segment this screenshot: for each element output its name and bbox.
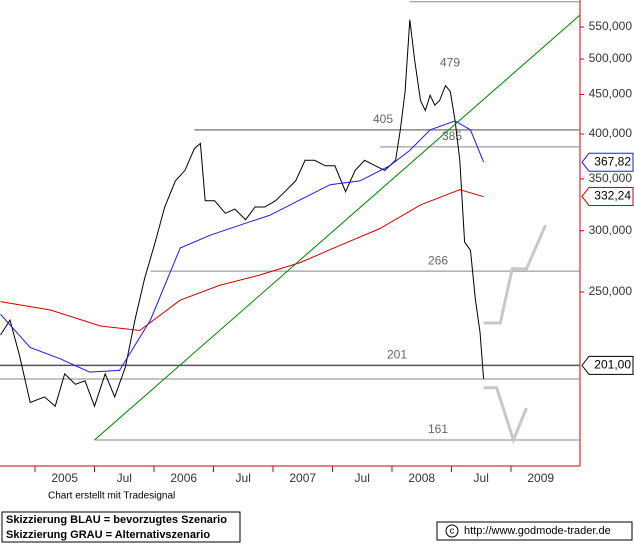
x-tick-label: 2009 — [527, 471, 554, 485]
series-line — [0, 120, 485, 373]
series-line — [0, 19, 485, 408]
level-label: 161 — [428, 422, 448, 436]
x-tick-label: Jul — [355, 471, 370, 485]
y-tick-label: 400,000 — [589, 126, 633, 140]
source-box — [436, 521, 633, 541]
y-tick-label: 450,000 — [589, 87, 633, 101]
value-box-label: 201,00 — [594, 358, 631, 372]
series-line — [483, 224, 547, 325]
value-box-label: 367,82 — [594, 154, 631, 168]
series-line — [0, 189, 484, 332]
x-tick-label: 2008 — [408, 471, 435, 485]
y-tick-label: 250,000 — [589, 284, 633, 298]
series-line — [483, 386, 528, 445]
level-label: 385 — [442, 129, 462, 143]
y-tick-label: 500,000 — [589, 51, 633, 65]
value-box — [581, 355, 634, 375]
y-tick-label: 350,000 — [589, 171, 633, 185]
x-tick-label: 2007 — [289, 471, 316, 485]
legend-text: Skizzierung GRAU = Alternativszenario — [6, 529, 210, 541]
value-box-label: 332,24 — [594, 189, 631, 203]
x-tick-label: Jul — [474, 471, 489, 485]
level-label: 201 — [387, 348, 407, 362]
x-tick-label: 2006 — [170, 471, 197, 485]
legend-box — [1, 511, 241, 543]
level-label: 479 — [440, 56, 460, 70]
x-tick-label: Jul — [236, 471, 251, 485]
copyright-icon — [445, 524, 459, 538]
y-tick-label: 550,000 — [589, 19, 633, 33]
y-tick-label: 300,000 — [589, 223, 633, 237]
source: http://www.godmode-trader.de — [464, 525, 611, 537]
series-line — [94, 14, 581, 441]
value-box — [581, 152, 634, 172]
level-label: 405 — [373, 112, 393, 126]
credit: Chart erstellt mit Tradesignal — [48, 491, 175, 502]
copyright-c: c — [450, 525, 455, 535]
level-label: 266 — [428, 253, 448, 267]
legend-text: Skizzierung BLAU = bevorzugtes Szenario — [6, 514, 227, 526]
x-tick-label: Jul — [117, 471, 132, 485]
value-box — [581, 186, 634, 206]
x-tick-label: 2005 — [51, 471, 78, 485]
